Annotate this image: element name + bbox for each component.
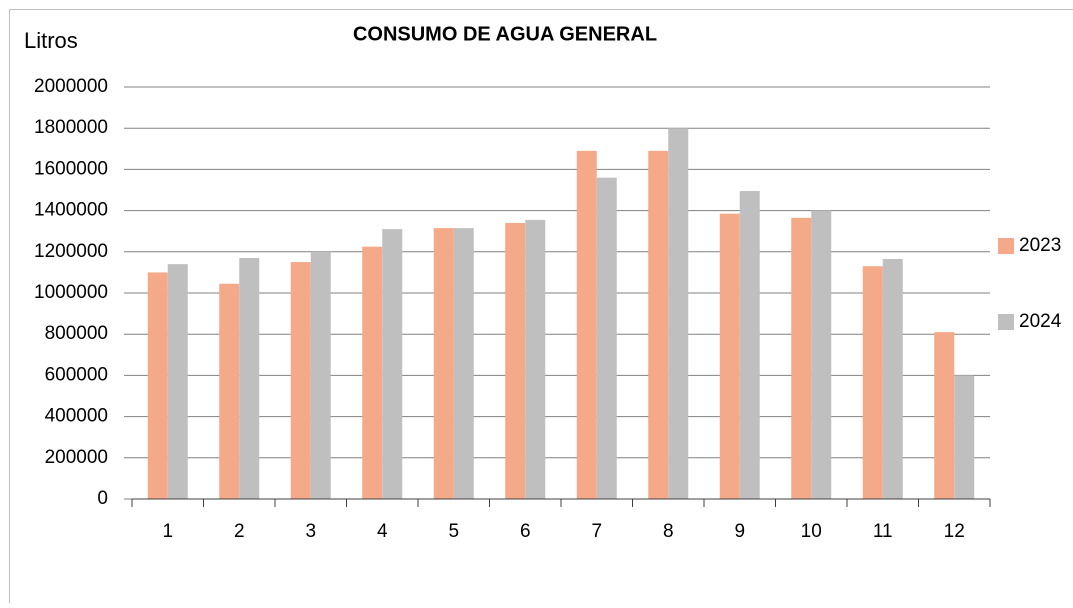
x-tick-label: 5: [448, 521, 459, 542]
bar: [791, 218, 811, 499]
y-tick-label: 200000: [45, 447, 108, 468]
chart-title: CONSUMO DE AGUA GENERAL: [353, 23, 657, 45]
y-tick-label: 600000: [45, 364, 108, 385]
bar: [525, 220, 545, 499]
bar: [219, 284, 239, 499]
bar: [434, 228, 454, 499]
bar: [505, 223, 525, 499]
x-tick-label: 9: [734, 521, 745, 542]
y-tick-label: 1600000: [34, 158, 108, 179]
bar: [668, 128, 688, 499]
y-tick-label: 1800000: [34, 117, 108, 138]
bar: [577, 151, 597, 499]
x-tick-label: 6: [520, 521, 531, 542]
y-axis-label: Litros: [24, 28, 78, 53]
bar: [597, 178, 617, 499]
bar: [454, 228, 474, 499]
y-tick-label: 800000: [45, 323, 108, 344]
bar: [168, 264, 188, 499]
x-tick-label: 2: [234, 521, 245, 542]
bar: [382, 229, 402, 499]
bar: [740, 191, 760, 499]
bar: [362, 247, 382, 499]
bar: [934, 332, 954, 499]
y-tick-label: 1200000: [34, 241, 108, 262]
bar: [148, 272, 168, 499]
y-tick-label: 400000: [45, 406, 108, 427]
bar: [720, 214, 740, 499]
legend-label: 2024: [1019, 311, 1062, 332]
legend-label: 2023: [1019, 235, 1061, 256]
y-tick-label: 0: [97, 488, 108, 509]
bar: [648, 151, 668, 499]
bar: [239, 258, 259, 499]
x-tick-label: 11: [873, 521, 893, 542]
y-tick-label: 1000000: [34, 282, 108, 303]
legend-swatch: [998, 314, 1014, 330]
bar: [954, 375, 974, 499]
x-tick-label: 12: [944, 521, 965, 542]
bar: [883, 259, 903, 499]
bar: [311, 252, 331, 499]
bar: [863, 266, 883, 499]
x-tick-label: 4: [377, 521, 388, 542]
legend-swatch: [998, 238, 1014, 254]
x-tick-label: 3: [305, 521, 316, 542]
bar: [291, 262, 311, 499]
x-tick-label: 7: [591, 521, 602, 542]
y-tick-label: 1400000: [34, 200, 108, 221]
x-tick-label: 10: [801, 521, 822, 542]
x-tick-label: 8: [663, 521, 674, 542]
y-tick-label: 2000000: [34, 76, 108, 97]
bar: [811, 211, 831, 499]
x-tick-label: 1: [162, 521, 173, 542]
